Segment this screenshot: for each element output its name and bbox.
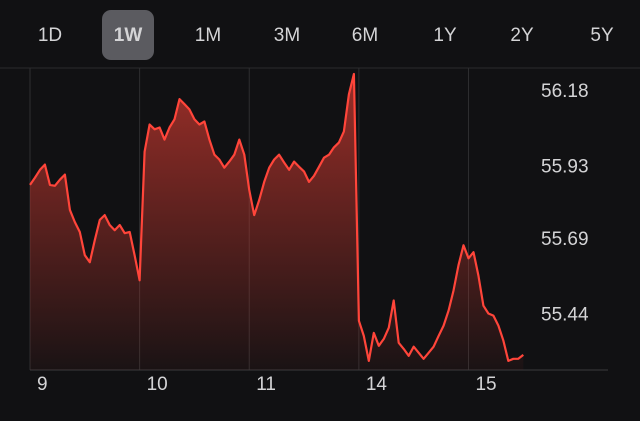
range-tab[interactable]: 1M	[195, 25, 221, 46]
range-tab[interactable]: 6M	[352, 25, 378, 46]
x-tick-label: 15	[475, 374, 496, 395]
x-tick-label: 9	[37, 374, 48, 395]
range-tab[interactable]: 5Y	[590, 25, 614, 46]
range-tab[interactable]: 1Y	[433, 25, 457, 46]
range-tab[interactable]: 1W	[114, 25, 143, 46]
range-tab[interactable]: 1D	[38, 25, 62, 46]
y-tick-label: 56.18	[541, 81, 589, 102]
area	[30, 74, 524, 370]
x-tick-label: 14	[366, 374, 388, 395]
range-tab[interactable]: 2Y	[510, 25, 534, 46]
range-tab[interactable]: 3M	[274, 25, 300, 46]
y-tick-label: 55.44	[541, 305, 589, 326]
x-tick-label: 11	[256, 374, 276, 395]
tab-selected-bg	[102, 10, 154, 60]
y-tick-label: 55.69	[541, 229, 589, 250]
y-tick-label: 55.93	[541, 157, 589, 178]
price-line	[29, 72, 524, 362]
x-tick-label: 10	[147, 374, 168, 395]
